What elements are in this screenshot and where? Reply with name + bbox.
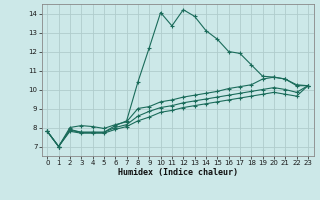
X-axis label: Humidex (Indice chaleur): Humidex (Indice chaleur): [118, 168, 237, 177]
